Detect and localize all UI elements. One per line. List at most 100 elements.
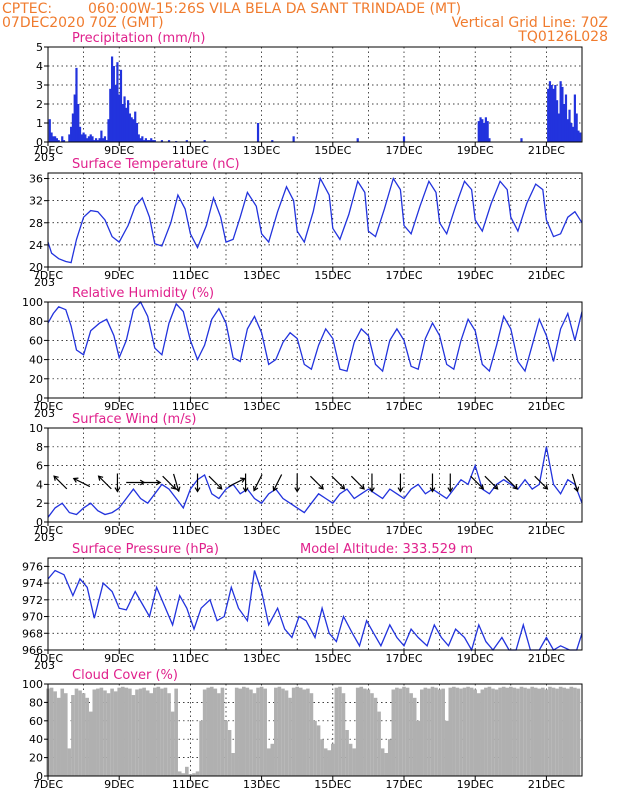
wind-arrow [242,473,249,493]
precip-bar [185,140,188,142]
cloud-bar [316,725,321,776]
cloud-bar [199,720,203,776]
cloud-bar [331,743,335,776]
cloud-bar [505,687,510,776]
cloud-bar [274,687,278,776]
y-tick-label: 60 [29,334,43,347]
cloud-bar [395,687,399,776]
cloud-bar [352,748,356,776]
series-line [47,176,583,264]
wind-arrow-shaft [470,475,484,490]
cloud-bar [259,686,264,776]
cloud-bar [224,720,228,776]
cloud-bar [384,753,388,776]
precip-bar [132,119,135,142]
cloud-bar [185,766,189,776]
cloud-bar [295,686,299,776]
panel-2: 0 20 40 60 80 100 7DEC 9DEC 11DEC 13DEC 15DEC 17DEC… [22,286,583,420]
precip-bar [557,113,560,142]
x-tick-label: 11DEC [172,269,209,282]
precip-bar [548,81,552,142]
wind-arrow-shaft [484,475,499,490]
panel-title: Surface Pressure (hPa) [72,542,219,557]
cloud-bar [284,690,289,776]
cloud-bar [249,689,253,776]
precip-bar [203,140,206,142]
cloud-bar [106,693,111,776]
wind-arrow-shaft [273,474,283,491]
x-tick-label: 7DEC [33,524,63,537]
cloud-bar [441,688,445,776]
precip-bar [570,123,573,142]
cloud-bar [391,689,396,776]
cloud-bar [473,689,477,776]
precip-bar [550,85,553,142]
precip-bar [62,140,66,142]
cloud-bar [498,687,502,776]
wind-arrow [571,473,580,493]
precip-bar [555,100,559,142]
cloud-bar [455,687,460,776]
precip-bar [87,136,91,142]
precip-bar [77,104,80,142]
precip-bar [577,130,580,142]
cloud-bar [355,687,360,776]
header-run: 07DEC2020 70Z (GMT) [2,15,164,31]
y-tick-label: 4 [36,60,43,73]
wind-arrow-shaft [571,473,579,492]
x-tick-label: 9DEC [104,778,134,791]
y-tick-label: 40 [29,354,43,367]
wind-arrow-shaft [350,475,365,490]
wind-arrow-head [542,484,549,490]
y-tick-label: 972 [22,594,43,607]
wind-arrow-shaft [253,474,263,491]
panel-title: Cloud Cover (%) [72,668,178,683]
y-tick-label: 970 [22,611,43,624]
cloud-bar [85,697,89,776]
precip-bar [134,111,137,142]
cloud-bar [334,687,339,776]
cloud-bar [192,773,196,776]
cloud-bar [452,686,456,776]
cloud-bar [448,687,453,776]
cloud-bar [370,693,374,776]
y-tick-label: 966 [22,644,43,657]
x-tick-label: 13DEC [243,524,280,537]
x-tick-label: 21DEC [528,524,565,537]
y-tick-label: 100 [22,296,43,309]
cloud-bar [377,711,381,776]
precip-bar [52,136,55,142]
cloud-bar [487,686,492,776]
precip-bar [119,69,123,142]
precip-bar [572,126,575,142]
wind-arrow-head [369,487,375,493]
precip-bar [564,94,568,142]
cloud-bar [124,687,129,776]
cloud-bar [217,693,221,776]
y-tick-label: 1 [36,117,43,130]
precip-bar [57,140,60,142]
cloud-bar [345,730,349,776]
precip-bar [143,140,146,142]
precip-bar [554,85,557,142]
x-tick-label: 19DEC [457,778,494,791]
header-source: CPTEC: [2,1,52,17]
cloud-bar [491,688,495,776]
x-tick-label: 15DEC [314,778,351,791]
precip-bar [151,140,155,142]
cloud-bar [430,686,435,776]
wind-arrow-head [97,475,104,481]
precip-bar [73,94,76,142]
wind-arrow [194,473,201,493]
header-grid-note: Vertical Grid Line: 70Z [452,15,608,31]
precip-bar [356,138,359,142]
precip-bar [483,123,486,142]
precip-bar [98,138,101,142]
y-tick-label: 100 [22,678,43,691]
wind-arrow [484,475,499,490]
cloud-bar [110,688,114,776]
precip-bar [477,121,480,142]
cloud-bar [373,697,378,776]
cloud-bar [516,688,520,776]
